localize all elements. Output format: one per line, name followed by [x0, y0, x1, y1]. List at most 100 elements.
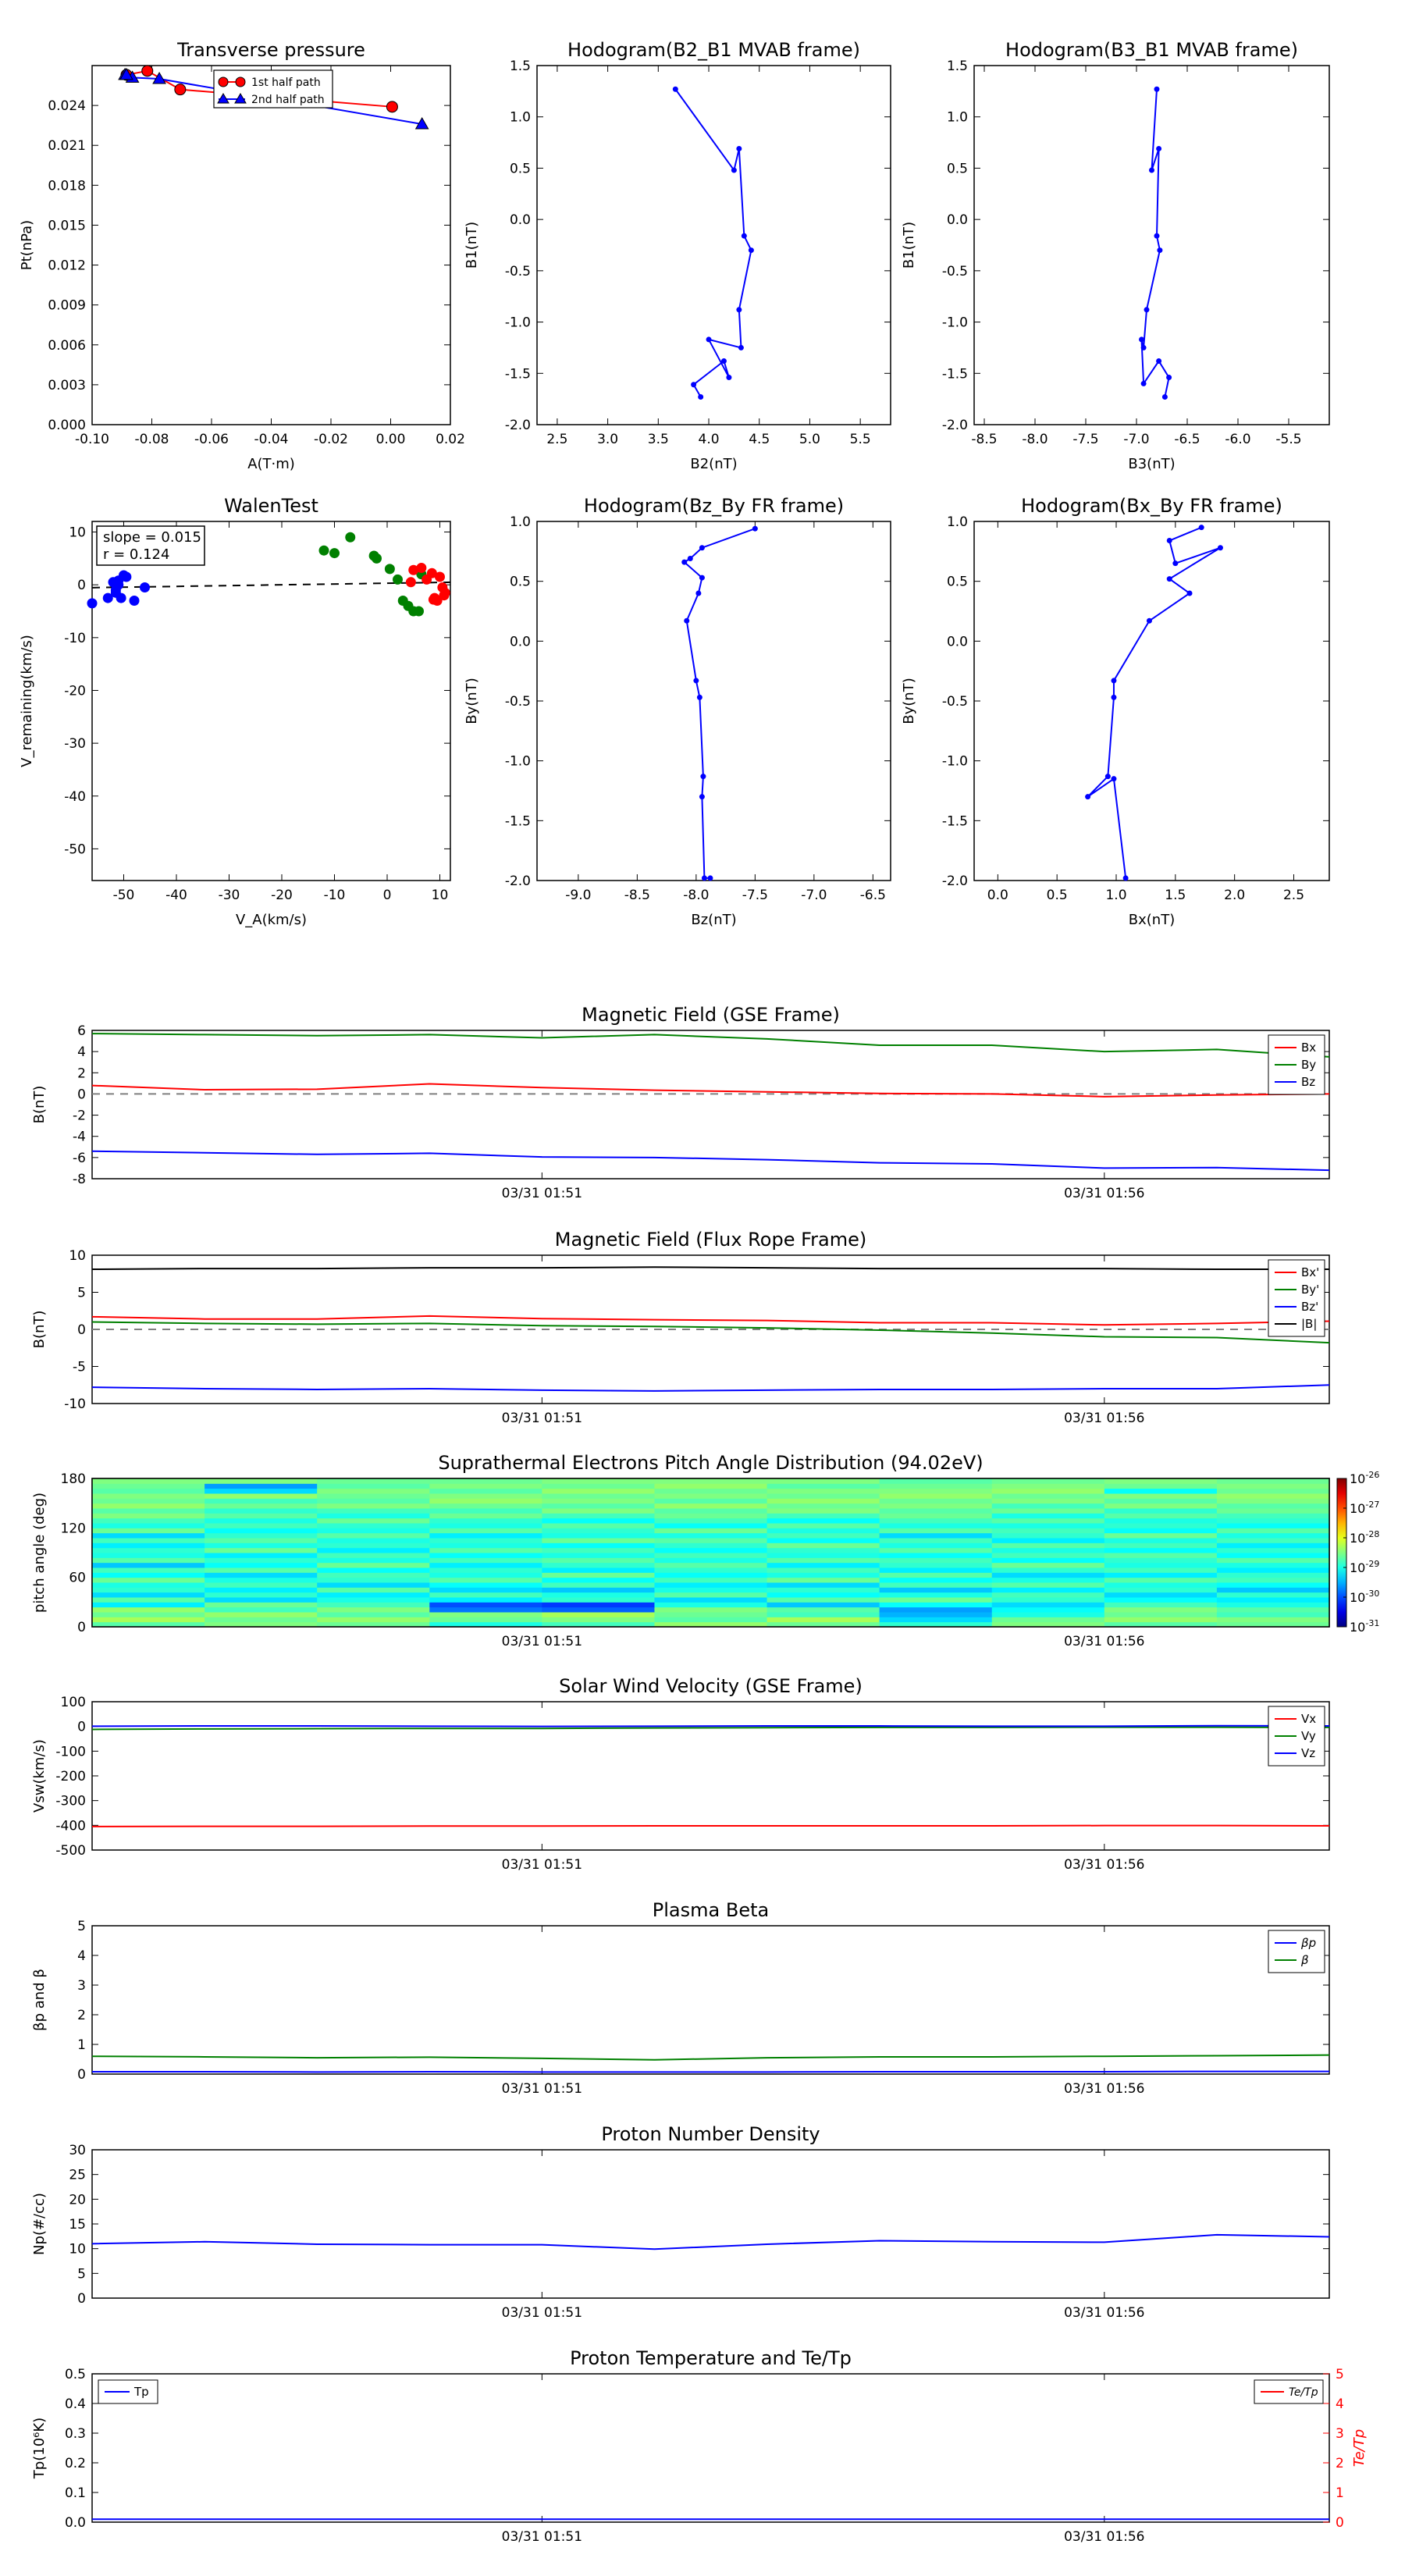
- chart-velocity: Solar Wind Velocity (GSE Frame) -500 -400 -…: [31, 1675, 1330, 1873]
- chart-pad-heatmap-cell: [654, 1523, 768, 1528]
- chart-pad-heatmap-cell: [767, 1553, 880, 1558]
- chart-pad-heatmap-cell: [879, 1503, 993, 1509]
- chart-mag_gse-ytick-label: 2: [77, 1066, 86, 1081]
- chart-pad-heatmap-cell: [654, 1592, 768, 1598]
- chart-pad-heatmap-cell: [317, 1508, 430, 1514]
- chart-pad-heatmap-cell: [991, 1557, 1105, 1564]
- chart-pad-heatmap-cell: [429, 1488, 542, 1494]
- chart-pad-heatmap-cell: [1216, 1513, 1330, 1519]
- chart-hodo_bxby-xtick-label: 0.5: [1047, 888, 1068, 903]
- chart-pad-heatmap-cell: [429, 1517, 542, 1524]
- chart-hodo_b3b1-x-axis-label: B3(nT): [1128, 456, 1175, 472]
- chart-pad-heatmap-cell: [429, 1562, 542, 1568]
- chart-walen-data-point: [393, 574, 403, 585]
- chart-mag_gse-time-label: 03/31 01:56: [1064, 1186, 1144, 1201]
- chart-pad-heatmap-cell: [879, 1483, 993, 1489]
- chart-hodo_b3b1-data-point: [1149, 167, 1154, 173]
- chart-pad-heatmap-cell: [1104, 1582, 1218, 1588]
- chart-hodo_b3b1: Hodogram(B3_B1 MVAB frame) -8.5 -8.0 -7.5 -7…: [901, 39, 1330, 472]
- chart-pad-heatmap-cell: [879, 1592, 993, 1598]
- chart-hodo_b3b1-title: Hodogram(B3_B1 MVAB frame): [1005, 39, 1298, 61]
- chart-hodo_b2b1-data-point: [672, 86, 678, 92]
- chart-pad-heatmap-cell: [879, 1582, 993, 1588]
- chart-pad-heatmap-cell: [991, 1503, 1105, 1509]
- chart-pad-heatmap-cell: [991, 1621, 1105, 1628]
- chart-pad-heatmap-cell: [879, 1572, 993, 1578]
- chart-pad-heatmap-cell: [879, 1523, 993, 1528]
- chart-walen-data-point: [428, 594, 439, 605]
- chart-hodo_bxby-data-point: [1146, 617, 1152, 624]
- chart-pad-heatmap-cell: [991, 1562, 1105, 1568]
- chart-pad-colorbar-exponent: -28: [1365, 1529, 1379, 1539]
- chart-pad-heatmap-cell: [92, 1557, 205, 1564]
- chart-pad-heatmap-cell: [991, 1553, 1105, 1558]
- chart-pad-ytick-label: 180: [61, 1471, 86, 1487]
- chart-pad-heatmap-cell: [1216, 1582, 1330, 1588]
- chart-pad-heatmap-cell: [1104, 1617, 1218, 1623]
- chart-pad-heatmap-cell: [654, 1517, 768, 1524]
- chart-velocity-legend-label: Vx: [1301, 1712, 1316, 1726]
- chart-pad-heatmap-cell: [429, 1478, 542, 1484]
- chart-hodo_bxby-data-point: [1085, 794, 1091, 800]
- chart-hodo_b2b1-xtick-label: 2.5: [546, 432, 567, 447]
- chart-hodo_bzby-xtick-label: -7.0: [801, 888, 827, 903]
- chart-pad-heatmap-cell: [542, 1532, 655, 1539]
- chart-beta-ytick-label: 4: [77, 1948, 86, 1964]
- chart-pad-heatmap-cell: [991, 1493, 1105, 1499]
- chart-pad-heatmap-cell: [1104, 1508, 1218, 1514]
- chart-pad-heatmap-cell: [654, 1547, 768, 1553]
- chart-pad-heatmap-cell: [767, 1572, 880, 1578]
- chart-pad-heatmap-cell: [767, 1513, 880, 1519]
- chart-pad-heatmap-cell: [1104, 1592, 1218, 1598]
- chart-pad-heatmap-cell: [1216, 1542, 1330, 1549]
- chart-hodo_b3b1-ytick-label: 1.0: [947, 110, 968, 126]
- chart-hodo_b2b1-data-point: [748, 247, 754, 254]
- chart-hodo_bxby-data-point: [1166, 576, 1172, 582]
- chart-transverse-xtick-label: 0.02: [436, 432, 465, 447]
- chart-pad-heatmap-cell: [1104, 1503, 1218, 1509]
- chart-mag_fr-ytick-label: 10: [69, 1248, 86, 1264]
- chart-hodo_bzby-data-point: [696, 694, 702, 700]
- chart-hodo_b3b1-series-0: [1139, 86, 1172, 400]
- chart-pad-heatmap-cell: [1216, 1508, 1330, 1514]
- chart-walen-data-point: [403, 600, 414, 611]
- chart-pad-heatmap-cell: [654, 1493, 768, 1499]
- chart-transverse-xtick-label: 0.00: [376, 432, 406, 447]
- chart-pad-heatmap-cell: [1216, 1617, 1330, 1623]
- chart-temp-y2tick-label: 4: [1336, 2396, 1344, 2412]
- chart-walen-ytick-label: 10: [69, 525, 86, 541]
- chart-pad-heatmap-cell: [542, 1542, 655, 1549]
- chart-velocity-time-label: 03/31 01:56: [1064, 1857, 1144, 1873]
- chart-temp-ytick-label: 0.2: [65, 2456, 86, 2471]
- chart-mag_fr-legend-label: |B|: [1301, 1317, 1317, 1331]
- chart-pad-heatmap-cell: [991, 1606, 1105, 1613]
- chart-beta-ytick-label: 5: [77, 1919, 86, 1934]
- chart-pad-heatmap-cell: [542, 1621, 655, 1628]
- chart-pad-heatmap-cell: [991, 1488, 1105, 1494]
- chart-pad-heatmap-cell: [1104, 1528, 1218, 1534]
- chart-mag_gse-ytick-label: -4: [73, 1130, 86, 1145]
- chart-pad-heatmap-cell: [879, 1542, 993, 1549]
- chart-pad-heatmap-cell: [429, 1483, 542, 1489]
- chart-velocity-series-Vz-line: [91, 1724, 1330, 1727]
- chart-transverse-legend-marker: [217, 93, 229, 104]
- chart-pad-heatmap-cell: [542, 1517, 655, 1524]
- chart-walen-x-axis-label: V_A(km/s): [236, 912, 307, 928]
- chart-hodo_b2b1-xtick-label: 3.5: [648, 432, 669, 447]
- chart-pad-heatmap-cell: [205, 1483, 318, 1489]
- chart-pad-heatmap-cell: [317, 1478, 430, 1484]
- chart-mag_fr-time-label: 03/31 01:56: [1064, 1411, 1144, 1426]
- chart-transverse-legend-label: 2nd half path: [251, 94, 325, 106]
- chart-pad-heatmap-cell: [654, 1513, 768, 1519]
- chart-pad-heatmap-cell: [542, 1553, 655, 1558]
- chart-mag_gse-ytick-label: -8: [73, 1172, 86, 1187]
- chart-pad-heatmap-cell: [991, 1528, 1105, 1534]
- chart-pad-heatmap-cell: [542, 1602, 655, 1608]
- chart-pad-heatmap-cell: [879, 1498, 993, 1504]
- chart-pad-heatmap-cell: [542, 1493, 655, 1499]
- chart-pad-heatmap-cell: [205, 1557, 318, 1564]
- chart-temp-ytick-label: 0.4: [65, 2396, 86, 2412]
- chart-hodo_b3b1-ytick-label: -1.5: [942, 366, 968, 382]
- chart-pad-heatmap-cell: [205, 1488, 318, 1494]
